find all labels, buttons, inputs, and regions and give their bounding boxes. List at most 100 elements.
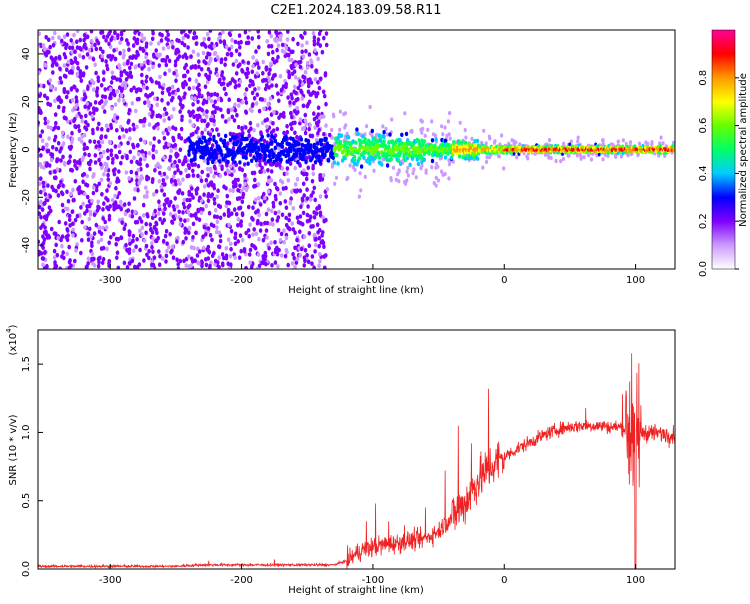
heatmap-cell bbox=[100, 54, 105, 59]
heatmap-cell bbox=[137, 180, 141, 186]
heatmap-cell bbox=[661, 141, 665, 146]
heatmap-cell bbox=[107, 216, 112, 222]
heatmap-cell bbox=[292, 100, 296, 106]
heatmap-cell bbox=[317, 31, 322, 36]
snr-x-axis-label: Height of straight line (km) bbox=[288, 585, 424, 596]
heatmap-cell bbox=[169, 148, 173, 153]
heatmap-cell bbox=[257, 147, 261, 152]
heatmap-cell bbox=[213, 170, 218, 176]
heatmap-cell bbox=[218, 204, 223, 210]
heatmap-cell bbox=[55, 252, 60, 258]
heatmap-cell bbox=[224, 186, 228, 191]
heatmap-cell bbox=[310, 261, 314, 267]
heatmap-cell bbox=[54, 62, 59, 67]
heatmap-cell bbox=[250, 138, 254, 143]
heatmap-cell bbox=[90, 43, 94, 49]
heatmap-cell bbox=[49, 208, 53, 214]
heatmap-cell bbox=[335, 140, 339, 145]
heatmap-cell bbox=[79, 205, 83, 210]
heatmap-cell bbox=[53, 175, 58, 180]
heatmap-cell bbox=[296, 60, 301, 65]
heatmap-cell bbox=[81, 55, 86, 60]
heatmap-cell bbox=[205, 167, 210, 172]
heatmap-cell bbox=[263, 161, 268, 166]
heatmap-cell bbox=[122, 134, 126, 139]
heatmap-cell bbox=[141, 48, 146, 54]
heatmap-cell bbox=[215, 127, 219, 132]
heatmap-cell bbox=[278, 37, 283, 42]
heatmap-cell bbox=[290, 96, 294, 101]
heatmap-cell bbox=[102, 109, 107, 114]
heatmap-cell bbox=[265, 235, 269, 240]
heatmap-cell bbox=[285, 171, 289, 176]
heatmap-cell bbox=[207, 95, 211, 101]
heatmap-cell bbox=[571, 144, 575, 149]
heatmap-cell bbox=[362, 155, 366, 160]
heatmap-cell bbox=[132, 85, 136, 91]
heatmap-cell bbox=[166, 37, 170, 43]
heatmap-cell bbox=[224, 133, 228, 139]
heatmap-cell bbox=[253, 197, 258, 203]
heatmap-cell bbox=[269, 44, 274, 49]
heatmap-cell bbox=[130, 214, 135, 219]
heatmap-cell bbox=[303, 69, 308, 75]
heatmap-cell bbox=[264, 65, 269, 71]
heatmap-cell bbox=[38, 239, 41, 245]
heatmap-cell bbox=[142, 258, 146, 263]
heatmap-cell bbox=[41, 234, 45, 239]
heatmap-cell bbox=[78, 37, 83, 43]
heatmap-cell bbox=[179, 217, 183, 223]
heatmap-cell bbox=[443, 171, 447, 177]
heatmap-cell bbox=[302, 168, 306, 173]
heatmap-cell bbox=[75, 113, 79, 119]
heatmap-cell bbox=[221, 157, 225, 162]
heatmap-cell bbox=[266, 144, 270, 149]
heatmap-cell bbox=[218, 173, 223, 179]
heatmap-cell bbox=[229, 246, 233, 252]
heatmap-cell bbox=[273, 240, 277, 245]
heatmap-cell bbox=[126, 41, 130, 46]
heatmap-cell bbox=[80, 219, 84, 225]
heatmap-cell bbox=[257, 236, 261, 242]
heatmap-cell bbox=[270, 217, 275, 222]
heatmap-cell bbox=[304, 155, 309, 161]
heatmap-cell bbox=[191, 49, 196, 54]
heatmap-cell bbox=[233, 255, 237, 260]
heatmap-cell bbox=[66, 198, 71, 204]
heatmap-cell bbox=[124, 170, 129, 175]
heatmap-cell bbox=[97, 121, 101, 127]
heatmap-cell bbox=[300, 196, 305, 202]
heatmap-cell bbox=[269, 33, 274, 39]
heatmap-cell bbox=[319, 240, 324, 245]
heatmap-cell bbox=[201, 245, 206, 251]
heatmap-cell bbox=[44, 142, 49, 148]
heatmap-cell bbox=[213, 109, 217, 115]
heatmap-cell bbox=[162, 171, 167, 177]
heatmap-cell bbox=[120, 82, 125, 88]
heatmap-cell bbox=[244, 125, 248, 130]
heatmap-cell bbox=[215, 194, 219, 200]
heatmap-cell bbox=[430, 165, 434, 170]
heatmap-cell bbox=[300, 49, 305, 55]
snr-y-ticks: 0.00.51.01.5 bbox=[21, 356, 43, 577]
heatmap-cell bbox=[144, 221, 148, 227]
heatmap-cell bbox=[128, 127, 132, 132]
heatmap-cell bbox=[139, 137, 143, 143]
heatmap-cell bbox=[42, 83, 46, 89]
heatmap-cell bbox=[293, 84, 297, 90]
heatmap-cell bbox=[108, 30, 112, 34]
heatmap-cell bbox=[220, 113, 225, 119]
heatmap-cell bbox=[84, 127, 89, 132]
heatmap-cell bbox=[259, 169, 263, 174]
heatmap-cell bbox=[249, 264, 254, 269]
heatmap-cell bbox=[66, 134, 70, 139]
heatmap-cell bbox=[172, 163, 176, 169]
heatmap-cell bbox=[289, 126, 294, 132]
heatmap-cell bbox=[116, 265, 121, 269]
heatmap-cell bbox=[313, 125, 317, 131]
heatmap-cell bbox=[64, 116, 68, 121]
heatmap-cell bbox=[293, 230, 297, 235]
heatmap-cell bbox=[38, 162, 42, 167]
heatmap-cell bbox=[318, 227, 322, 233]
heatmap-cell bbox=[448, 136, 452, 141]
